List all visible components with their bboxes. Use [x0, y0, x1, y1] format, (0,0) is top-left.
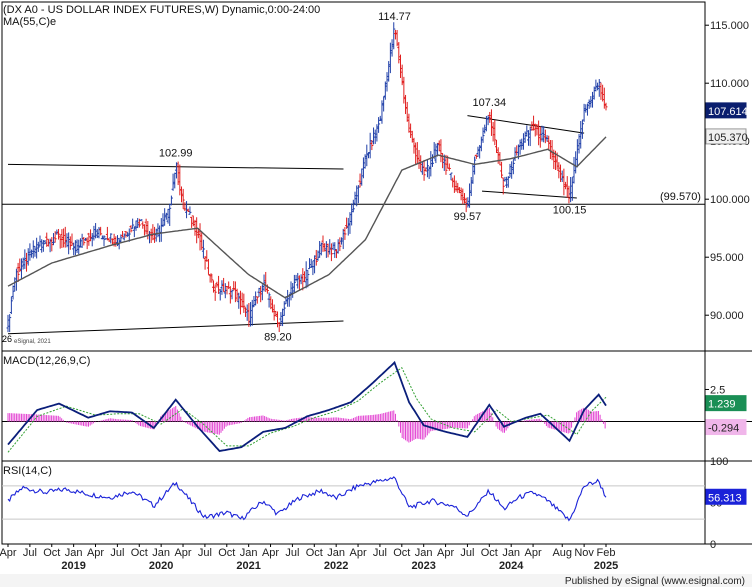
x-month-label: Oct — [43, 547, 60, 559]
x-month-label: Apr — [87, 547, 104, 559]
x-month-label: Oct — [131, 547, 148, 559]
x-month-label: Apr — [262, 547, 279, 559]
reference-level-label: (99.570) — [660, 191, 701, 203]
price-annotation-100.15: 100.15 — [553, 204, 587, 216]
macd-title: MACD(12,26,9,C) — [3, 355, 90, 367]
x-month-label: Oct — [218, 547, 235, 559]
x-month-label: Apr — [174, 547, 191, 559]
rsi-value-badge: 56.313 — [705, 488, 747, 505]
price-annotation-99.57: 99.57 — [454, 211, 482, 223]
macd-hist-badge-box — [705, 419, 747, 436]
x-year-label: 2022 — [324, 560, 348, 572]
rsi-value-badge-box — [705, 488, 747, 505]
footer-bar — [0, 574, 752, 587]
price-annotation-102.99: 102.99 — [159, 148, 193, 160]
x-month-label: Jan — [65, 547, 83, 559]
x-month-label: Jan — [415, 547, 433, 559]
price-annotation-107.34: 107.34 — [472, 97, 506, 109]
last-price-badge-box — [705, 102, 747, 119]
ohlc-bars — [6, 22, 608, 333]
x-month-label: Apr — [0, 547, 17, 559]
rsi-title: RSI(14,C) — [3, 465, 52, 477]
x-month-label: Apr — [525, 547, 542, 559]
moving-average-line — [7, 136, 607, 299]
x-month-label: Aug — [552, 547, 572, 559]
rsi-panel: RSI(14,C)050100 — [2, 456, 728, 551]
moving-average-badge-text: 105.370 — [708, 132, 748, 144]
x-year-label: 2023 — [411, 560, 435, 572]
last-price-badge-text: 107.614 — [708, 106, 748, 118]
x-month-label: Jul — [460, 547, 474, 559]
macd-panel: MACD(12,26,9,C) 2.5 — [2, 355, 752, 453]
x-year-label: 2025 — [594, 560, 618, 572]
moving-average-badge-box — [705, 128, 747, 145]
moving-average-title: MA(55,C)e — [3, 16, 56, 28]
last-price-badge: 107.614 — [705, 102, 748, 119]
rsi-line — [7, 476, 607, 522]
macd-y-tick-label: 2.5 — [710, 384, 725, 396]
price-y-tick-label: 90.000 — [710, 310, 744, 322]
price-annotation-89.20: 89.20 — [264, 331, 292, 343]
macd-line — [7, 360, 607, 452]
trendline-1 — [7, 163, 344, 170]
macd-hist-badge-text: -0.294 — [708, 423, 739, 435]
macd-value-badge: 1.239 — [705, 395, 747, 412]
macd-value-badge-text: 1.239 — [708, 399, 736, 411]
x-month-label: Jan — [502, 547, 520, 559]
x-month-label: Feb — [597, 547, 616, 559]
moving-average-badge: 105.370 — [705, 128, 748, 145]
esignal-watermark: eSignal, 2021 — [14, 339, 51, 345]
price-panel: 90.00095.000100.000105.000110.000115.000… — [2, 4, 750, 345]
x-month-label: Apr — [349, 547, 366, 559]
x-year-label: 2019 — [61, 560, 85, 572]
price-corner-label: 26 — [2, 334, 12, 344]
price-annotation-114.77: 114.77 — [378, 11, 411, 23]
x-month-label: Jan — [152, 547, 170, 559]
footer: Published by eSignal (www.esignal.com) — [0, 574, 752, 587]
x-month-label: Jan — [240, 547, 258, 559]
x-month-label: Jul — [110, 547, 124, 559]
footer-text: Published by eSignal (www.esignal.com) — [565, 576, 745, 587]
rsi-y-tick-label: 0 — [710, 539, 716, 551]
x-month-label: Jul — [373, 547, 387, 559]
macd-signal-line — [7, 366, 607, 453]
price-y-tick-label: 95.000 — [710, 252, 744, 264]
x-month-label: Jul — [198, 547, 212, 559]
price-y-tick-label: 100.000 — [710, 194, 750, 206]
chart-title: (DX A0 - US DOLLAR INDEX FUTURES,W) Dyna… — [3, 4, 320, 16]
x-month-label: Oct — [306, 547, 323, 559]
rsi-y-tick-label: 100 — [710, 456, 728, 468]
x-month-label: Nov — [574, 547, 594, 559]
macd-hist-badge: -0.294 — [705, 419, 747, 436]
x-month-label: Jan — [327, 547, 345, 559]
macd-histogram — [7, 406, 606, 443]
x-month-label: Apr — [437, 547, 454, 559]
x-axis: Apr Jul Oct Jan Apr Jul Oct Jan Apr Jul Oct Jan Apr J… — [0, 544, 618, 572]
trendline-4 — [481, 190, 577, 199]
x-month-label: Oct — [393, 547, 410, 559]
x-month-label: Jul — [23, 547, 37, 559]
price-y-tick-label: 115.000 — [710, 20, 749, 32]
x-year-label: 2020 — [149, 560, 173, 572]
x-year-label: 2024 — [499, 560, 524, 572]
macd-value-badge-box — [705, 395, 747, 412]
x-month-label: Oct — [481, 547, 498, 559]
trendline-2 — [7, 320, 344, 335]
x-month-label: Jul — [285, 547, 299, 559]
rsi-value-badge-text: 56.313 — [708, 492, 742, 504]
x-year-label: 2021 — [236, 560, 260, 572]
price-y-tick-label: 110.000 — [710, 78, 749, 90]
